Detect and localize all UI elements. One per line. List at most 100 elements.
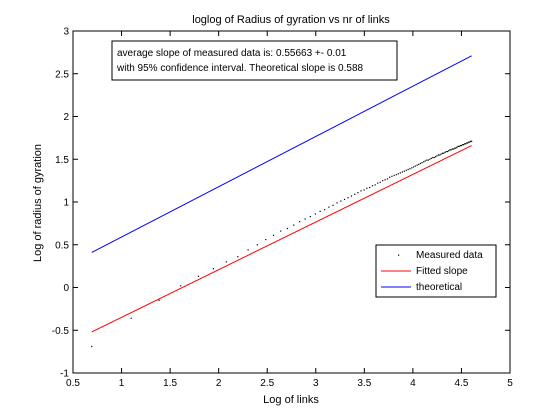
data-point	[256, 244, 258, 246]
data-point	[421, 162, 423, 164]
ticks-layer: 0.5 1 1.5 2 2.5 3 3.5 4 4.5 5 -1 -0.5 0 0.5 1 1.5 2 2.5 3	[52, 27, 513, 390]
data-point	[414, 165, 416, 167]
data-point	[464, 143, 466, 145]
annotation-line-2: with 95% confidence interval. Theoretica…	[116, 63, 364, 74]
data-point	[468, 141, 470, 143]
series-layer	[91, 55, 473, 348]
data-point	[180, 285, 182, 287]
data-point	[470, 140, 472, 142]
data-point	[423, 161, 425, 163]
data-point	[366, 187, 368, 189]
data-point	[457, 145, 459, 148]
data-point	[427, 159, 429, 161]
data-point	[357, 191, 359, 194]
data-point	[386, 178, 389, 180]
data-point	[448, 150, 450, 152]
data-point	[395, 174, 397, 176]
data-point	[298, 221, 301, 223]
data-point	[379, 181, 381, 183]
data-point	[343, 198, 346, 201]
data-point	[456, 146, 458, 148]
data-point	[332, 204, 334, 207]
annotation-frame	[111, 40, 398, 81]
data-point	[377, 182, 379, 184]
data-point	[389, 176, 391, 178]
data-point	[328, 206, 330, 208]
data-point	[247, 249, 249, 251]
data-point	[462, 144, 465, 146]
x-tick-label: 4.5	[454, 378, 468, 389]
data-point	[314, 213, 316, 215]
y-tick-label: -1	[60, 369, 69, 380]
series-line-fitted-slope	[91, 145, 472, 333]
annotation-box: average slope of measured data is: 0.556…	[111, 40, 398, 81]
data-point	[393, 174, 395, 177]
data-point	[319, 210, 321, 213]
data-point	[440, 153, 442, 155]
data-point	[426, 159, 428, 161]
data-point	[458, 145, 460, 148]
data-point	[424, 160, 426, 162]
data-point	[304, 218, 306, 220]
data-point	[265, 239, 267, 241]
data-point	[401, 171, 404, 173]
data-point	[465, 143, 467, 145]
data-point	[405, 169, 407, 171]
data-point	[441, 152, 444, 154]
plot-area	[73, 31, 510, 373]
data-point	[416, 164, 418, 166]
data-point	[363, 189, 365, 191]
y-tick-label: 1	[63, 198, 69, 209]
data-point	[452, 148, 455, 150]
data-point	[340, 200, 342, 202]
data-point	[158, 299, 160, 301]
y-tick-label: 1.5	[55, 155, 69, 166]
data-point	[411, 167, 413, 169]
legend-label-theoretical: theoretical	[416, 282, 462, 293]
data-point	[212, 268, 215, 270]
data-point	[444, 151, 446, 154]
data-point	[403, 170, 405, 172]
legend-marker-measured	[398, 254, 400, 256]
data-point	[382, 180, 384, 182]
axes-box	[72, 30, 511, 374]
x-tick-label: 1	[119, 378, 125, 389]
data-point	[350, 195, 353, 197]
data-point	[280, 230, 282, 232]
data-point	[397, 173, 399, 175]
data-point	[91, 345, 93, 348]
data-point	[436, 155, 438, 157]
data-point	[460, 144, 463, 147]
data-point	[371, 185, 374, 187]
data-point	[466, 142, 468, 144]
data-point	[391, 175, 393, 177]
data-point	[419, 162, 422, 165]
data-point	[197, 275, 200, 277]
data-point	[374, 184, 376, 186]
x-tick-label: 3.5	[357, 378, 371, 389]
x-tick-label: 1.5	[163, 378, 177, 389]
data-point	[225, 261, 227, 263]
data-point	[293, 224, 295, 226]
data-point	[407, 168, 409, 171]
y-tick-label: 2.5	[55, 69, 69, 80]
data-point	[369, 186, 371, 189]
data-point	[432, 156, 434, 159]
data-point	[412, 166, 415, 168]
x-tick-label: 2.5	[260, 378, 274, 389]
x-tick-label: 2	[216, 378, 222, 389]
x-tick-label: 0.5	[66, 378, 80, 389]
y-axis-label: Log of radius of gyration	[32, 144, 44, 262]
data-point	[439, 154, 441, 156]
data-point	[454, 147, 456, 149]
data-point	[451, 148, 454, 150]
data-point	[461, 144, 464, 146]
data-point	[467, 142, 469, 144]
data-point	[445, 150, 447, 153]
data-point	[272, 234, 275, 236]
data-point	[446, 150, 449, 153]
data-point	[399, 172, 401, 174]
data-point	[360, 190, 362, 192]
x-tick-label: 4	[410, 378, 416, 389]
data-point	[286, 227, 289, 230]
